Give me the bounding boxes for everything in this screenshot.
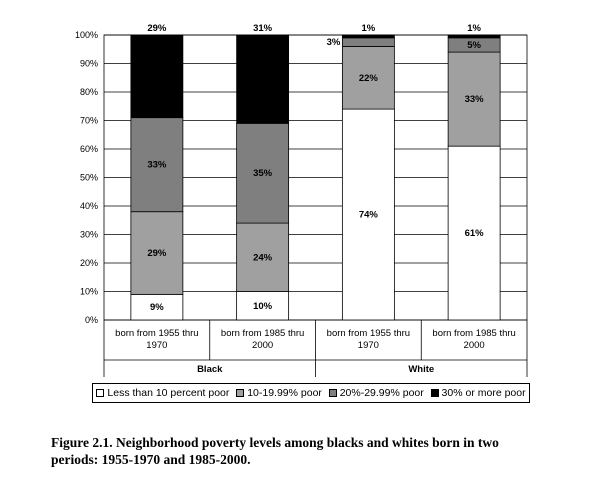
x-category-label: 1970 (146, 340, 167, 351)
y-tick-label: 100% (75, 30, 98, 40)
x-category-label: 1970 (358, 340, 379, 351)
data-label: 5% (467, 40, 481, 51)
data-label: 9% (150, 302, 164, 313)
data-label: 61% (465, 228, 485, 239)
data-label: 3% (327, 37, 341, 48)
data-label: 1% (467, 23, 481, 34)
y-tick-label: 90% (80, 59, 98, 69)
y-tick-label: 80% (80, 87, 98, 97)
y-tick-label: 10% (80, 287, 98, 297)
legend-label: 20%-29.99% poor (339, 387, 424, 399)
data-label: 35% (253, 168, 273, 179)
data-label-bg (251, 251, 274, 264)
legend-swatch (236, 389, 245, 397)
data-label: 31% (253, 23, 273, 34)
legend-item: 10-19.99% poor (236, 387, 322, 399)
caption-line-1: Figure 2.1. Neighborhood poverty levels … (51, 435, 499, 450)
x-category-label: born from 1985 thru (432, 328, 515, 339)
data-label-bg (463, 227, 486, 240)
figure-caption: Figure 2.1. Neighborhood poverty levels … (51, 434, 551, 468)
data-label: 33% (465, 94, 485, 105)
data-label: 1% (362, 23, 376, 34)
x-category-label: born from 1955 thru (327, 328, 410, 339)
bar-segment (236, 291, 290, 321)
bar-segment (130, 34, 184, 119)
y-tick-label: 40% (80, 201, 98, 211)
y-tick-label: 0% (85, 315, 98, 325)
data-label-bg (145, 158, 168, 171)
caption-line-2: periods: 1955-1970 and 1985-2000. (51, 452, 251, 467)
legend-swatch (430, 389, 439, 397)
x-group-label: White (408, 364, 434, 375)
y-tick-label: 60% (80, 144, 98, 154)
x-category-label: 2000 (252, 340, 273, 351)
data-label-bg (251, 167, 274, 180)
data-label-bg (463, 93, 486, 106)
x-category-label: born from 1985 thru (221, 328, 304, 339)
legend-label: 10-19.99% poor (247, 387, 322, 399)
legend-label: Less than 10 percent poor (107, 387, 230, 399)
data-label-bg (357, 208, 380, 221)
y-tick-label: 30% (80, 230, 98, 240)
data-label-bg (357, 71, 380, 84)
data-label: 74% (359, 210, 379, 221)
data-label-bg (251, 299, 274, 312)
bar-segment (447, 34, 501, 39)
bar-segment (341, 37, 395, 47)
data-label-bg (148, 301, 165, 314)
legend-item: 20%-29.99% poor (328, 387, 424, 399)
y-tick-label: 70% (80, 116, 98, 126)
data-label: 29% (147, 248, 167, 259)
legend-label: 30% or more poor (441, 387, 526, 399)
legend-swatch (96, 389, 105, 397)
data-label: 24% (253, 252, 273, 263)
data-label-bg (466, 38, 483, 51)
x-category-label: 2000 (464, 340, 485, 351)
data-label: 22% (359, 73, 379, 84)
data-label: 10% (253, 301, 273, 312)
x-category-label: born from 1955 thru (115, 328, 198, 339)
data-label: 29% (147, 23, 167, 34)
data-label-bg (145, 247, 168, 260)
bar-segment (341, 34, 395, 39)
legend-swatch (328, 389, 337, 397)
x-group-label: Black (197, 364, 223, 375)
y-tick-label: 50% (80, 173, 98, 183)
legend: Less than 10 percent poor 10-19.99% poor 2… (92, 383, 530, 403)
bar-segment (236, 34, 290, 124)
legend-item: Less than 10 percent poor (96, 387, 229, 399)
legend-item: 30% or more poor (430, 387, 526, 399)
data-label: 33% (147, 160, 167, 171)
y-tick-label: 20% (80, 258, 98, 268)
